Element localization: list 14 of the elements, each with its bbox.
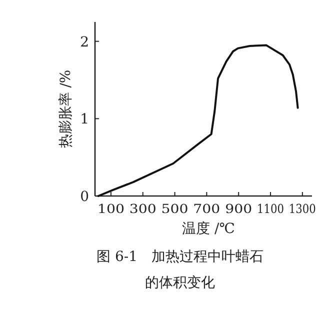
x-tick-label: 700	[193, 201, 220, 216]
x-axis-title: 温度 /℃	[182, 221, 235, 237]
y-tick-label: 0	[80, 189, 89, 205]
x-tick-label: 900	[225, 201, 252, 216]
y-axis-title: 热膨胀率 /%	[58, 70, 74, 148]
x-tick-label: 500	[161, 201, 188, 216]
x-tick-label: 1100	[257, 201, 289, 216]
text: 图 6-1 加热过程中叶蜡石的体积变化	[96, 248, 264, 293]
x-tick-label: 300	[129, 201, 156, 216]
line-series	[97, 44, 299, 197]
x-tick-label: 100	[97, 201, 125, 216]
y-tick-label: 1	[80, 112, 89, 128]
x-tick-label: 1300	[288, 201, 321, 216]
y-tick-label: 2	[80, 34, 89, 50]
